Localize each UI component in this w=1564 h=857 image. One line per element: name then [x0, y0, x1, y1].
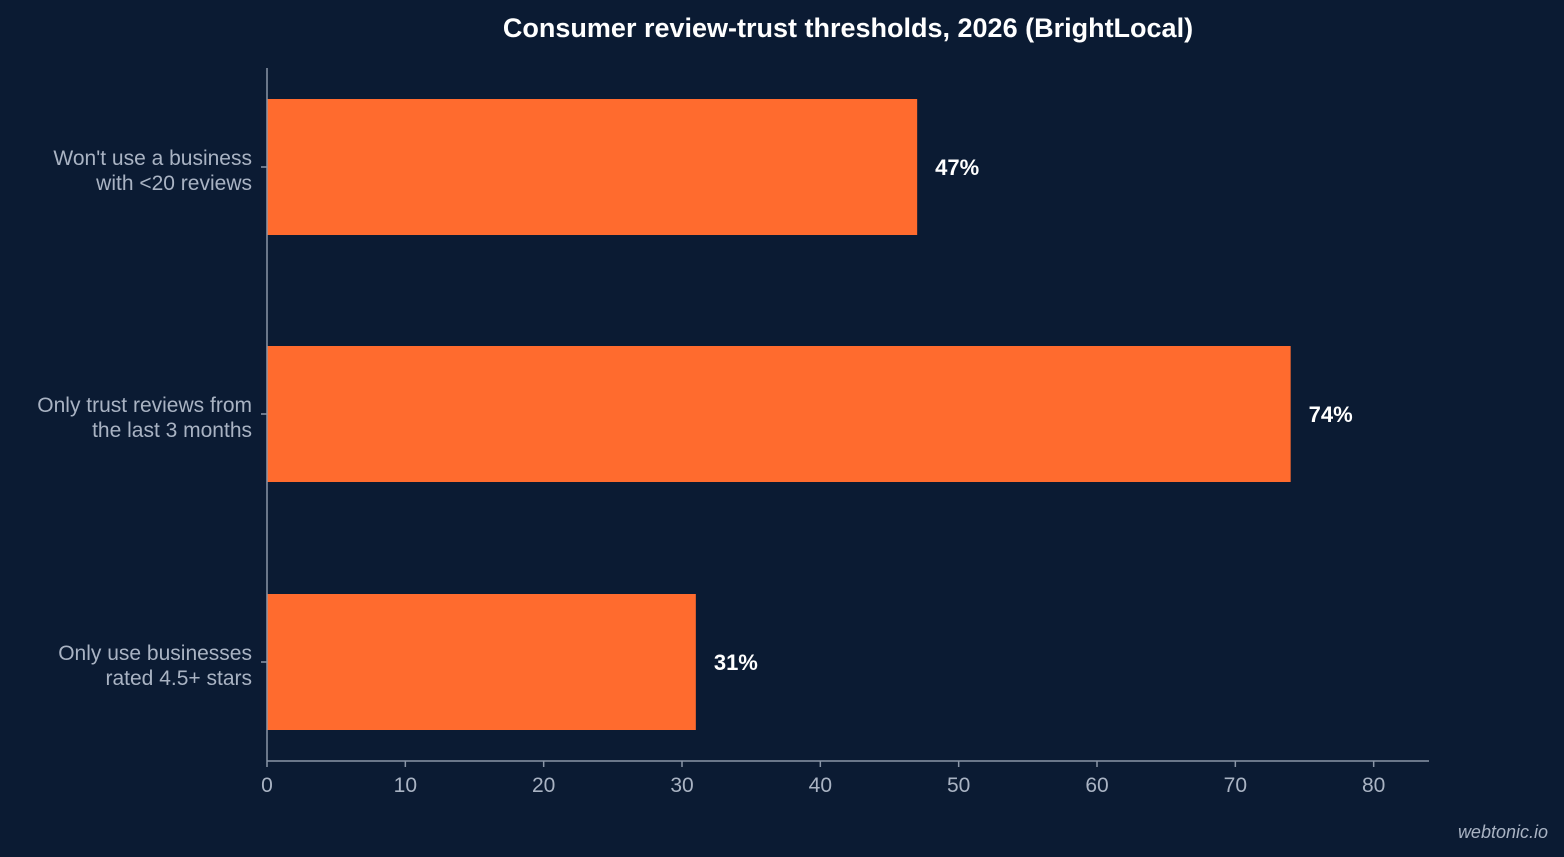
value-label-1: 74% [1309, 402, 1353, 427]
x-tick-label-7: 70 [1224, 774, 1247, 797]
x-tick-label-6: 60 [1085, 774, 1108, 797]
x-tick-label-0: 0 [261, 774, 273, 797]
x-tick-label-4: 40 [809, 774, 832, 797]
category-label-0: Won't use a business with <20 reviews [53, 147, 252, 195]
x-tick-label-3: 30 [670, 774, 693, 797]
value-label-0: 47% [935, 155, 979, 180]
value-label-2: 31% [714, 650, 758, 675]
bar-1 [267, 346, 1291, 482]
axes-layer: Won't use a business with <20 reviews Only… [37, 68, 1429, 797]
bar-2 [267, 594, 696, 730]
category-label-2-line-1: rated 4.5+ stars [106, 667, 253, 690]
category-label-0-line-1: with <20 reviews [95, 172, 252, 195]
x-tick-label-5: 50 [947, 774, 970, 797]
category-label-1-line-1: the last 3 months [92, 419, 252, 442]
chart-title: Consumer review-trust thresholds, 2026 (… [503, 13, 1193, 43]
bar-0 [267, 99, 918, 235]
category-label-1: Only trust reviews from the last 3 months [37, 394, 252, 442]
category-label-1-line-0: Only trust reviews from [37, 394, 252, 417]
x-tick-label-2: 20 [532, 774, 555, 797]
category-label-0-line-0: Won't use a business [53, 147, 252, 170]
x-tick-label-8: 80 [1362, 774, 1385, 797]
category-label-2-line-0: Only use businesses [58, 642, 252, 665]
x-tick-label-1: 10 [394, 774, 417, 797]
watermark-text: webtonic.io [1457, 822, 1548, 842]
category-label-2: Only use businesses rated 4.5+ stars [58, 642, 252, 690]
bars-layer: 47% 74% 31% [267, 99, 1353, 730]
